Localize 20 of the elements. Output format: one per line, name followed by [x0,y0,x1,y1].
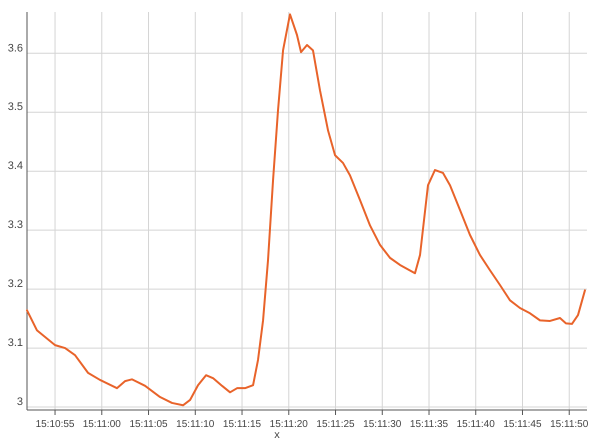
y-tick-label: 3 [16,396,23,408]
x-tick-label: 15:11:20 [270,419,308,430]
x-tick-label: 15:11:10 [176,419,215,430]
x-tick-label: 15:11:05 [129,419,168,430]
x-tick-label: 15:11:45 [503,419,542,430]
x-tick-label: 15:10:55 [36,419,75,430]
y-tick-label: 3.4 [8,160,23,172]
y-tick-label: 3.6 [8,42,23,54]
x-tick-label: 15:11:25 [316,419,356,430]
x-tick-label: 15:11:15 [222,419,262,430]
x-tick-label: 15:11:50 [550,419,589,430]
y-tick-label: 3.2 [8,278,23,290]
x-tick-label: 15:11:35 [410,419,449,430]
x-tick-label: 15:11:30 [363,419,402,430]
y-tick-label: 3.5 [8,101,23,114]
x-tick-label: 15:11:40 [456,419,496,430]
x-axis-title: x [274,429,280,440]
y-tick-label: 3.3 [8,219,23,232]
x-tick-label: 15:11:00 [82,419,122,430]
y-tick-label: 3.1 [8,337,23,350]
